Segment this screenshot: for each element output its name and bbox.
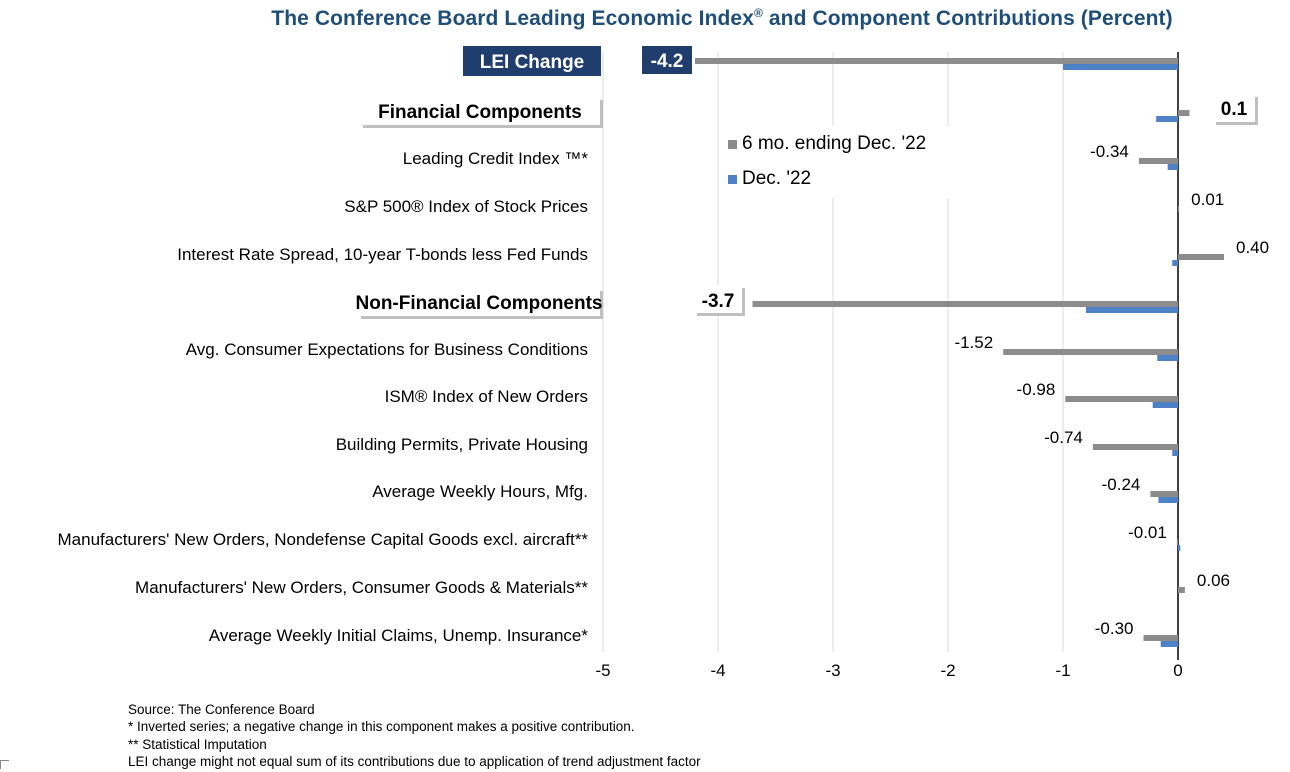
bar-dec [1172,450,1178,456]
data-label: -0.34 [1090,142,1129,161]
bar-6mo [1143,635,1178,641]
value-box [1213,94,1255,122]
bar-6mo [1178,254,1224,260]
x-tick-label: -5 [595,661,610,680]
bar-6mo [752,301,1178,307]
data-label: 0.40 [1236,238,1269,257]
bar-dec [1156,116,1178,122]
chart-legend: 6 mo. ending Dec. '22 Dec. '22 [722,126,952,198]
value-box [694,285,742,313]
bar-6mo [1003,349,1178,355]
data-label-lei: -4.2 [651,51,684,72]
header-label: Financial Components [378,102,582,123]
data-label: 0.06 [1197,571,1230,590]
bar-dec [1152,402,1178,408]
x-tick-label: 0 [1173,661,1182,680]
bar-dec [1086,307,1178,313]
data-label: -0.24 [1102,475,1141,494]
category-label: Interest Rate Spread, 10-year T-bonds le… [177,245,588,264]
bar-6mo [1065,396,1178,402]
x-tick-label: -2 [940,661,955,680]
x-tick-label: -1 [1055,661,1070,680]
bar-6mo [1178,587,1185,593]
lei-label-box [463,46,601,76]
legend-swatch-6mo [728,139,737,149]
category-label: Avg. Consumer Expectations for Business … [186,340,588,359]
legend-label-dec: Dec. '22 [742,168,812,189]
footnote-imputation: ** Statistical Imputation [128,737,267,752]
data-label: -0.74 [1044,428,1083,447]
bar-dec [1158,497,1178,503]
category-label: Average Weekly Initial Claims, Unemp. In… [209,626,589,645]
category-label: ISM® Index of New Orders [385,387,588,406]
category-label: Manufacturers' New Orders, Nondefense Ca… [58,530,589,549]
bar-dec [1178,545,1181,551]
data-label: -0.01 [1128,523,1167,542]
bar-dec [1172,260,1178,266]
header-label: Non-Financial Components [356,293,603,314]
data-label: -0.30 [1095,619,1134,638]
corner-mark [0,760,9,769]
bar-6mo [1178,110,1190,116]
bar-6mo [1178,206,1180,212]
data-label: -0.98 [1017,380,1056,399]
data-label: 0.01 [1191,190,1224,209]
bar-dec [1167,164,1178,170]
bar-6mo [695,58,1178,64]
chart-title-sup: ® [753,6,763,20]
data-label: -1.52 [954,333,993,352]
legend-item-dec: Dec. '22 [728,167,811,191]
category-label: Average Weekly Hours, Mfg. [372,482,588,501]
x-tick-label: -3 [825,661,840,680]
bar-dec [1157,355,1178,361]
x-tick-label: -4 [710,661,725,680]
legend-label-6mo: 6 mo. ending Dec. '22 [742,133,927,154]
footnote-trend: LEI change might not equal sum of its co… [128,754,701,769]
bar-6mo [1176,539,1178,545]
data-label: -3.7 [702,291,735,312]
bar-6mo [1138,158,1178,164]
chart-title-main: The Conference Board Leading Economic In… [271,7,754,30]
category-label: Manufacturers' New Orders, Consumer Good… [135,578,588,597]
footnote-inverted: * Inverted series; a negative change in … [128,719,635,734]
footnote-source: Source: The Conference Board [128,702,315,717]
bar-dec [1160,641,1178,647]
header-box [358,288,600,316]
bar-6mo [1150,491,1178,497]
data-label: 0.1 [1221,99,1248,120]
category-label: S&P 500® Index of Stock Prices [344,197,588,216]
bar-6mo [1092,444,1178,450]
header-box [360,97,600,125]
lei-label: LEI Change [480,52,585,73]
category-label: Leading Credit Index ™* [403,149,589,168]
legend-item-6mo: 6 mo. ending Dec. '22 [728,132,926,156]
bar-dec [1063,64,1178,70]
category-label: Building Permits, Private Housing [336,435,588,454]
chart-title-rest: and Component Contributions (Percent) [762,7,1173,30]
legend-swatch-dec [728,174,737,184]
chart-title: The Conference Board Leading Economic In… [0,6,1290,31]
lei-value-box [642,46,692,74]
